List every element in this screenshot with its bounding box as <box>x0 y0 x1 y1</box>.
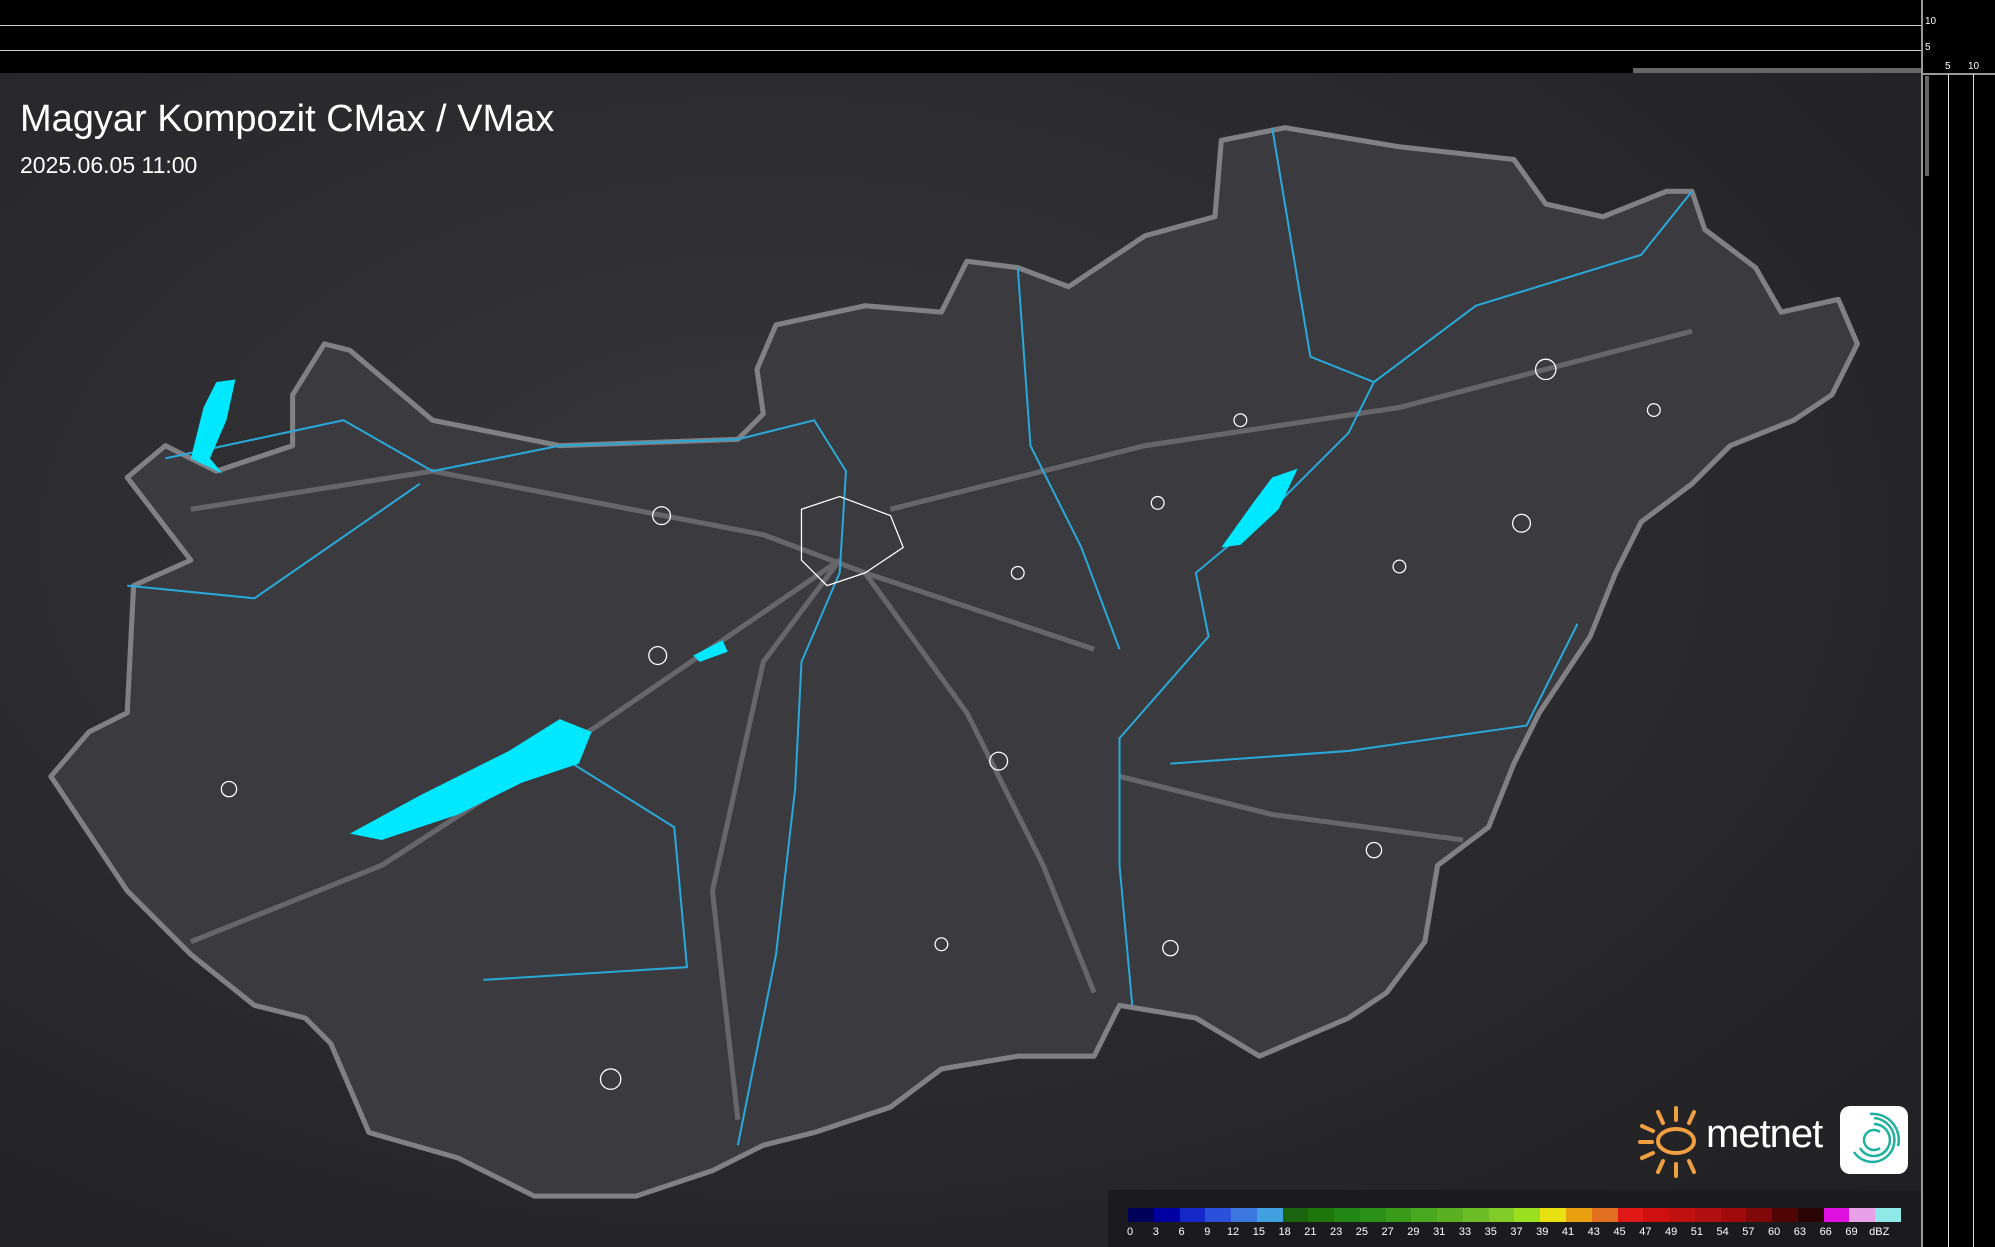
legend-unit: dBZ <box>1869 1226 1890 1238</box>
app-icon <box>1840 1106 1908 1174</box>
logo-text: metnet <box>1706 1112 1823 1156</box>
legend-color-bar <box>1128 1208 1901 1222</box>
legend-swatch <box>1823 1208 1850 1222</box>
legend-swatch <box>1617 1208 1644 1222</box>
legend-swatch <box>1462 1208 1489 1222</box>
profile-tick-label: 5 <box>1945 61 1951 72</box>
city-outlines <box>220 358 1661 1090</box>
legend-label: 12 <box>1226 1226 1240 1238</box>
legend-label: 39 <box>1536 1226 1549 1238</box>
lake-tisza <box>1221 468 1298 548</box>
legend-swatch <box>1643 1208 1670 1222</box>
lake-balaton <box>349 719 592 840</box>
profile-gridline <box>1948 74 1949 1247</box>
legend-swatch <box>1179 1208 1206 1222</box>
legend-label: 29 <box>1407 1226 1420 1238</box>
legend-swatch <box>1411 1208 1438 1222</box>
swirl-icon <box>1852 1112 1900 1164</box>
legend-swatch <box>1694 1208 1721 1222</box>
legend-label: 3 <box>1152 1226 1159 1238</box>
legend-label: 57 <box>1742 1226 1755 1238</box>
legend-swatch <box>1256 1208 1283 1222</box>
legend-label: 41 <box>1561 1226 1575 1238</box>
legend-swatch <box>1231 1208 1257 1222</box>
legend-label: 63 <box>1793 1226 1807 1238</box>
legend-label: 35 <box>1484 1226 1497 1238</box>
legend-swatch <box>1772 1208 1798 1222</box>
reflectivity-legend: 0 3 6 9 12 15 18 21 23 25 27 29 31 33 35 37 39 41 43 45 47 49… <box>1108 1190 1921 1247</box>
legend-swatch <box>1849 1208 1876 1222</box>
legend-swatch <box>1359 1208 1386 1222</box>
sun-icon <box>1638 1106 1696 1178</box>
legend-label: 9 <box>1204 1226 1211 1238</box>
profile-axis <box>1923 73 1995 75</box>
legend-swatch <box>1334 1208 1360 1222</box>
profile-tick-label: 10 <box>1968 61 1980 72</box>
metnet-logo: metnet <box>1636 1104 1911 1178</box>
legend-swatch <box>1153 1208 1180 1222</box>
legend-swatch <box>1308 1208 1335 1222</box>
legend-swatch <box>1488 1208 1515 1222</box>
legend-label: 66 <box>1819 1226 1832 1238</box>
legend-label: 54 <box>1716 1226 1729 1238</box>
legend-swatch <box>1746 1208 1773 1222</box>
legend-label: 25 <box>1355 1226 1369 1238</box>
lakes <box>190 379 1298 840</box>
legend-label: 49 <box>1664 1226 1678 1238</box>
hungary-map-svg <box>48 125 1860 1199</box>
profile-gridline <box>1973 74 1974 1247</box>
hungary-country-area <box>48 125 1860 1199</box>
profile-tick-label: 10 <box>1925 16 1937 27</box>
legend-label: 27 <box>1381 1226 1394 1238</box>
horizontal-profile-panel <box>0 0 1921 73</box>
legend-label: 45 <box>1613 1226 1626 1238</box>
legend-swatch <box>1720 1208 1747 1222</box>
profile-gridline-10 <box>0 25 1921 26</box>
rivers <box>127 127 1693 1146</box>
legend-label: 21 <box>1304 1226 1317 1238</box>
legend-label: 33 <box>1458 1226 1472 1238</box>
legend-swatch <box>1669 1208 1695 1222</box>
legend-swatch <box>1282 1208 1309 1222</box>
profile-bar <box>1925 76 1929 176</box>
profile-tick-label: 5 <box>1925 42 1931 53</box>
legend-label: 37 <box>1510 1226 1523 1238</box>
legend-label: 0 <box>1126 1226 1134 1238</box>
legend-label: 47 <box>1639 1226 1652 1238</box>
legend-swatch <box>1540 1208 1567 1222</box>
legend-label: 31 <box>1433 1226 1446 1238</box>
map-title: Magyar Kompozit CMax / VMax <box>20 98 555 140</box>
lake-velence <box>693 640 728 662</box>
lake-neusiedl <box>190 379 236 474</box>
legend-swatch <box>1797 1208 1824 1222</box>
legend-label: 60 <box>1768 1226 1781 1238</box>
legend-swatch <box>1385 1208 1412 1222</box>
legend-label: 6 <box>1178 1226 1185 1238</box>
map-datetime: 2025.06.05 11:00 <box>20 152 198 178</box>
legend-label: 51 <box>1690 1226 1703 1238</box>
legend-swatch <box>1128 1208 1154 1222</box>
legend-label: 18 <box>1278 1226 1291 1238</box>
legend-swatch <box>1514 1208 1541 1222</box>
legend-label: 69 <box>1845 1226 1858 1238</box>
legend-label: 23 <box>1330 1226 1343 1238</box>
legend-swatch <box>1205 1208 1232 1222</box>
profile-gridline-5 <box>0 50 1921 51</box>
profile-bar <box>1633 68 1921 73</box>
legend-swatch <box>1591 1208 1618 1222</box>
radar-map[interactable] <box>0 73 1921 1247</box>
legend-swatch <box>1566 1208 1592 1222</box>
legend-swatch <box>1875 1208 1901 1222</box>
legend-label: 43 <box>1587 1226 1600 1238</box>
vertical-profile-panel: 10 5 5 10 <box>1921 0 1995 1247</box>
legend-label: 15 <box>1252 1226 1265 1238</box>
legend-swatch <box>1437 1208 1463 1222</box>
